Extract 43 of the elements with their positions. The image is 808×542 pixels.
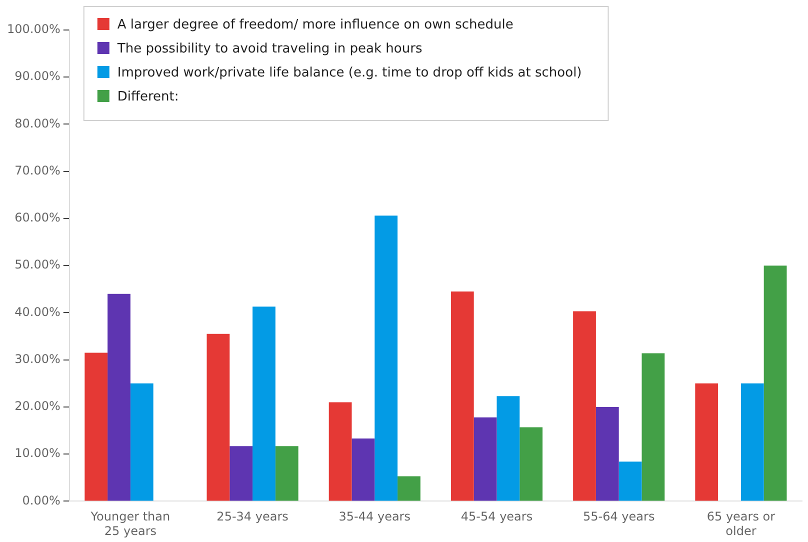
legend-label: The possibility to avoid traveling in peak hours — [116, 41, 422, 56]
y-tick-label: 100.00% — [7, 22, 60, 36]
y-tick-label: 0.00% — [22, 493, 60, 508]
bar — [230, 446, 253, 501]
bar — [206, 334, 230, 501]
legend-label: A larger degree of freedom/ more influence on own schedule — [117, 17, 514, 32]
x-tick-label: 25-34 years — [216, 510, 288, 524]
y-tick-label: 50.00% — [14, 258, 60, 272]
bar — [573, 311, 596, 501]
bar — [520, 427, 543, 501]
bar — [108, 294, 130, 501]
bar — [374, 216, 398, 501]
x-tick-label: 45-54 years — [460, 510, 533, 524]
x-tick-label: 55-64 years — [582, 510, 655, 524]
bar — [740, 383, 764, 501]
bar — [328, 402, 352, 501]
bar — [130, 383, 154, 501]
y-tick-label: 80.00% — [14, 116, 60, 130]
y-tick-label: 20.00% — [14, 399, 60, 414]
bar — [352, 438, 375, 501]
x-tick-label: Younger than 25 years — [90, 510, 170, 538]
x-tick-label: 65 years or older — [706, 510, 776, 538]
y-tick-label: 90.00% — [14, 69, 60, 84]
y-tick-label: 30.00% — [14, 352, 60, 366]
x-tick-label: 35-44 years — [338, 510, 411, 524]
bar — [398, 476, 420, 501]
bar — [496, 396, 520, 501]
legend-label: Different: — [117, 89, 179, 104]
y-tick-label: 40.00% — [14, 304, 60, 319]
bar — [252, 306, 276, 501]
y-tick-label: 10.00% — [14, 446, 60, 460]
bar — [84, 352, 108, 501]
bar — [275, 446, 298, 501]
bar — [642, 353, 665, 501]
bar — [474, 417, 497, 501]
bar — [695, 383, 718, 501]
bar — [450, 292, 474, 501]
bar — [596, 406, 619, 501]
y-tick-label: 70.00% — [14, 163, 60, 178]
legend-label: Improved work/private life balance (e.g. time to drop off kids at school) — [117, 65, 582, 80]
y-tick-label: 60.00% — [14, 210, 60, 225]
bar — [618, 462, 642, 501]
bar — [764, 266, 787, 501]
